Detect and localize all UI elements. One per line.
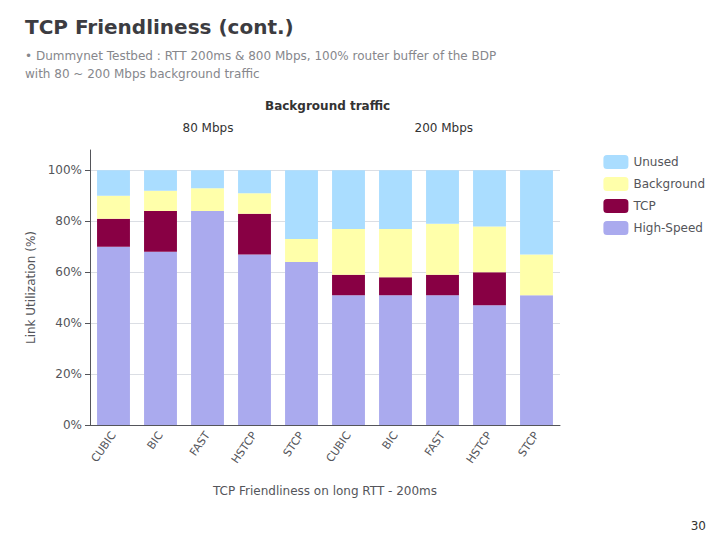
svg-text:TCP Friendliness on long RTT -: TCP Friendliness on long RTT - 200ms [212, 484, 437, 498]
svg-text:20%: 20% [55, 367, 82, 381]
svg-text:Background traffic: Background traffic [265, 99, 390, 113]
svg-text:0%: 0% [63, 418, 82, 432]
svg-text:FAST: FAST [422, 429, 448, 458]
svg-text:30: 30 [691, 519, 706, 533]
svg-text:BIC: BIC [145, 429, 166, 452]
svg-text:Unused: Unused [633, 155, 678, 169]
svg-text:Background: Background [633, 177, 705, 191]
svg-text:STCP: STCP [515, 429, 542, 459]
svg-text:HSTCP: HSTCP [464, 429, 495, 466]
svg-text:with 80 ~ 200 Mbps background: with 80 ~ 200 Mbps background traffic [25, 67, 260, 81]
svg-text:TCP Friendliness (cont.): TCP Friendliness (cont.) [25, 15, 294, 39]
svg-text:TCP: TCP [632, 199, 655, 213]
svg-text:• Dummynet Testbed : RTT 200ms: • Dummynet Testbed : RTT 200ms & 800 Mbp… [25, 49, 496, 63]
svg-text:200 Mbps: 200 Mbps [415, 121, 474, 135]
svg-text:BIC: BIC [380, 429, 401, 452]
svg-text:High-Speed: High-Speed [633, 221, 703, 235]
svg-text:CUBIC: CUBIC [324, 429, 354, 465]
svg-text:100%: 100% [48, 163, 82, 177]
svg-text:Link Utilization (%): Link Utilization (%) [24, 231, 38, 344]
svg-text:40%: 40% [55, 316, 82, 330]
svg-text:FAST: FAST [187, 429, 213, 458]
svg-text:HSTCP: HSTCP [229, 429, 260, 466]
svg-text:80 Mbps: 80 Mbps [183, 121, 234, 135]
svg-text:80%: 80% [55, 214, 82, 228]
svg-text:CUBIC: CUBIC [89, 429, 119, 465]
svg-text:60%: 60% [55, 265, 82, 279]
svg-text:STCP: STCP [280, 429, 307, 459]
